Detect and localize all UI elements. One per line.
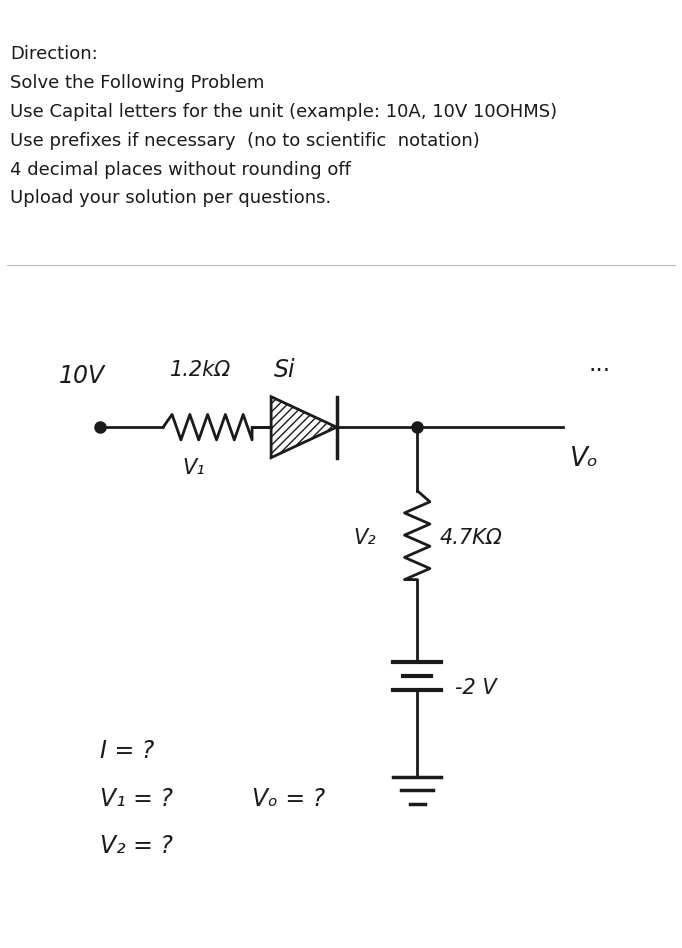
Text: Direction:: Direction:: [10, 45, 98, 63]
Text: V₂: V₂: [354, 528, 376, 548]
Text: 4.7KΩ: 4.7KΩ: [439, 528, 503, 548]
Text: I = ?: I = ?: [100, 739, 154, 763]
Text: -2 V: -2 V: [456, 678, 497, 698]
Text: V₂ = ?: V₂ = ?: [100, 834, 173, 858]
Text: Use prefixes if necessary  (no to scientific  notation): Use prefixes if necessary (no to scienti…: [10, 132, 479, 150]
Text: ...: ...: [589, 352, 611, 375]
Text: 4 decimal places without rounding off: 4 decimal places without rounding off: [10, 161, 351, 179]
Text: Si: Si: [274, 358, 296, 382]
Text: V₁: V₁: [182, 459, 205, 479]
Text: 1.2kΩ: 1.2kΩ: [170, 360, 231, 380]
Text: Vₒ = ?: Vₒ = ?: [252, 787, 325, 811]
Text: Solve the Following Problem: Solve the Following Problem: [10, 74, 265, 92]
Text: Use Capital letters for the unit (example: 10A, 10V 10OHMS): Use Capital letters for the unit (exampl…: [10, 103, 557, 121]
Text: Vₒ: Vₒ: [569, 446, 599, 472]
Text: V₁ = ?: V₁ = ?: [100, 787, 173, 811]
Text: Upload your solution per questions.: Upload your solution per questions.: [10, 189, 331, 207]
Text: 10V: 10V: [59, 364, 104, 389]
